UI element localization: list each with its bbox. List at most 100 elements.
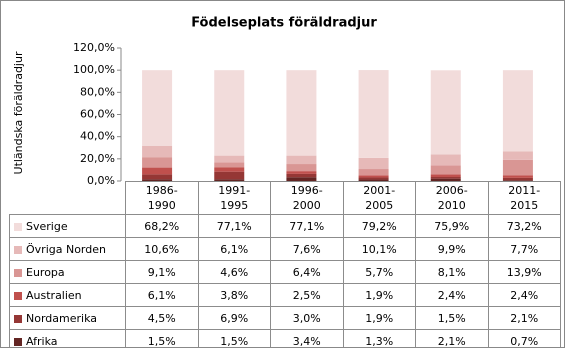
- header-row: 1986-1990 1991-1995 1996-2000 2001-2005 2006…: [9, 181, 561, 215]
- data-label: 6,1%: [197, 237, 271, 261]
- y-tick-label: 80,0%: [80, 85, 115, 98]
- data-label: 9,9%: [415, 237, 489, 261]
- bar-segment: [358, 175, 389, 178]
- bar-segment: [142, 157, 173, 168]
- legend-cell: Sverige: [9, 214, 126, 238]
- x-tick-label: 2001-2005: [363, 184, 396, 212]
- data-label: 3,8%: [197, 283, 271, 307]
- legend-label: Sverige: [26, 219, 68, 233]
- bar-segment: [430, 70, 461, 155]
- bar-segment: [502, 151, 533, 160]
- legend-key: [14, 222, 22, 231]
- bar-segment: [214, 179, 245, 181]
- y-tick-label: 40,0%: [80, 130, 115, 143]
- data-label: 1,9%: [342, 283, 416, 307]
- bar-segment: [430, 154, 461, 166]
- legend-key: [14, 337, 22, 346]
- bar-segment: [286, 173, 317, 178]
- data-label: 0,7%: [487, 329, 561, 347]
- bar-segment: [502, 159, 533, 176]
- legend-label: Australien: [26, 288, 82, 302]
- bar-segment: [430, 165, 461, 175]
- bar-segment: [214, 155, 245, 163]
- data-label: 1,3%: [342, 329, 416, 347]
- bar-segment: [502, 180, 533, 181]
- bar-segment: [358, 169, 389, 176]
- data-label: 3,4%: [270, 329, 344, 347]
- bar-segment: [142, 70, 173, 146]
- bar-segment: [286, 164, 317, 172]
- bar-segment: [142, 174, 173, 180]
- bar-segment: [430, 177, 461, 179]
- y-tick-label: 120,0%: [73, 41, 115, 54]
- legend-cell: Europa: [9, 260, 126, 284]
- bar-segment: [430, 178, 461, 181]
- data-label: 77,1%: [270, 214, 344, 238]
- data-label: 1,5%: [415, 306, 489, 330]
- series-row: Övriga Norden 10,6% 6,1% 7,6% 10,1% 9,9% 7,7%: [9, 237, 561, 261]
- bar-segment: [286, 171, 317, 174]
- data-label: 1,5%: [197, 329, 271, 347]
- bar-segment: [214, 162, 245, 168]
- category-cell: 1996-2000: [270, 181, 344, 215]
- bar-segment: [286, 155, 317, 165]
- bar-segment: [358, 177, 389, 180]
- data-label: 6,4%: [270, 260, 344, 284]
- data-label: 6,9%: [197, 306, 271, 330]
- bar-segment: [286, 70, 317, 156]
- series-row: Europa 9,1% 4,6% 6,4% 5,7% 8,1% 13,9%: [9, 260, 561, 284]
- x-tick-label: 1991-1995: [218, 184, 251, 212]
- data-label: 2,4%: [415, 283, 489, 307]
- bar-segment: [358, 70, 389, 158]
- data-label: 2,1%: [415, 329, 489, 347]
- data-label: 75,9%: [415, 214, 489, 238]
- data-label: 5,7%: [342, 260, 416, 284]
- legend-label: Afrika: [26, 334, 58, 348]
- data-label: 2,1%: [487, 306, 561, 330]
- bar-segment: [214, 167, 245, 172]
- legend-key: [14, 245, 22, 254]
- series-row: Sverige 68,2% 77,1% 77,1% 79,2% 75,9% 73,2%: [9, 214, 561, 238]
- bar-segment: [142, 145, 173, 158]
- legend-key: [14, 291, 22, 300]
- data-label: 7,7%: [487, 237, 561, 261]
- data-label: 73,2%: [487, 214, 561, 238]
- bar-segment: [142, 167, 173, 175]
- data-label: 4,5%: [125, 306, 199, 330]
- data-label: 2,4%: [487, 283, 561, 307]
- legend-key: [14, 268, 22, 277]
- data-label: 79,2%: [342, 214, 416, 238]
- x-tick-label: 2006-2010: [435, 184, 468, 212]
- data-label: 1,5%: [125, 329, 199, 347]
- data-label: 10,6%: [125, 237, 199, 261]
- y-axis-label: Utländska föräldradjur: [12, 51, 25, 174]
- x-tick-label: 1986-1990: [145, 184, 178, 212]
- data-label: 9,1%: [125, 260, 199, 284]
- y-tick-label: 20,0%: [80, 152, 115, 165]
- series-row: Afrika 1,5% 1,5% 3,4% 1,3% 2,1% 0,7%: [9, 329, 561, 348]
- data-label: 2,5%: [270, 283, 344, 307]
- category-cell: 2006-2010: [415, 181, 489, 215]
- legend-key: [14, 314, 22, 323]
- data-label: 4,6%: [197, 260, 271, 284]
- bar-segment: [214, 171, 245, 180]
- data-label: 13,9%: [487, 260, 561, 284]
- data-label: 77,1%: [197, 214, 271, 238]
- legend-label: Övriga Norden: [26, 242, 106, 256]
- legend-cell: Australien: [9, 283, 126, 307]
- data-label: 3,0%: [270, 306, 344, 330]
- bar-segment: [142, 179, 173, 181]
- bar-segment: [502, 177, 533, 181]
- bar-segment: [286, 177, 317, 181]
- data-label: 1,9%: [342, 306, 416, 330]
- data-label: 8,1%: [415, 260, 489, 284]
- data-label: 7,6%: [270, 237, 344, 261]
- category-cell: 2001-2005: [342, 181, 416, 215]
- series-row: Australien 6,1% 3,8% 2,5% 1,9% 2,4% 2,4%: [9, 283, 561, 307]
- bar-segment: [358, 157, 389, 170]
- series-row: Nordamerika 4,5% 6,9% 3,0% 1,9% 1,5% 2,1%: [9, 306, 561, 330]
- bar-segment: [214, 70, 245, 156]
- category-cell: 1986-1990: [125, 181, 199, 215]
- data-label: 6,1%: [125, 283, 199, 307]
